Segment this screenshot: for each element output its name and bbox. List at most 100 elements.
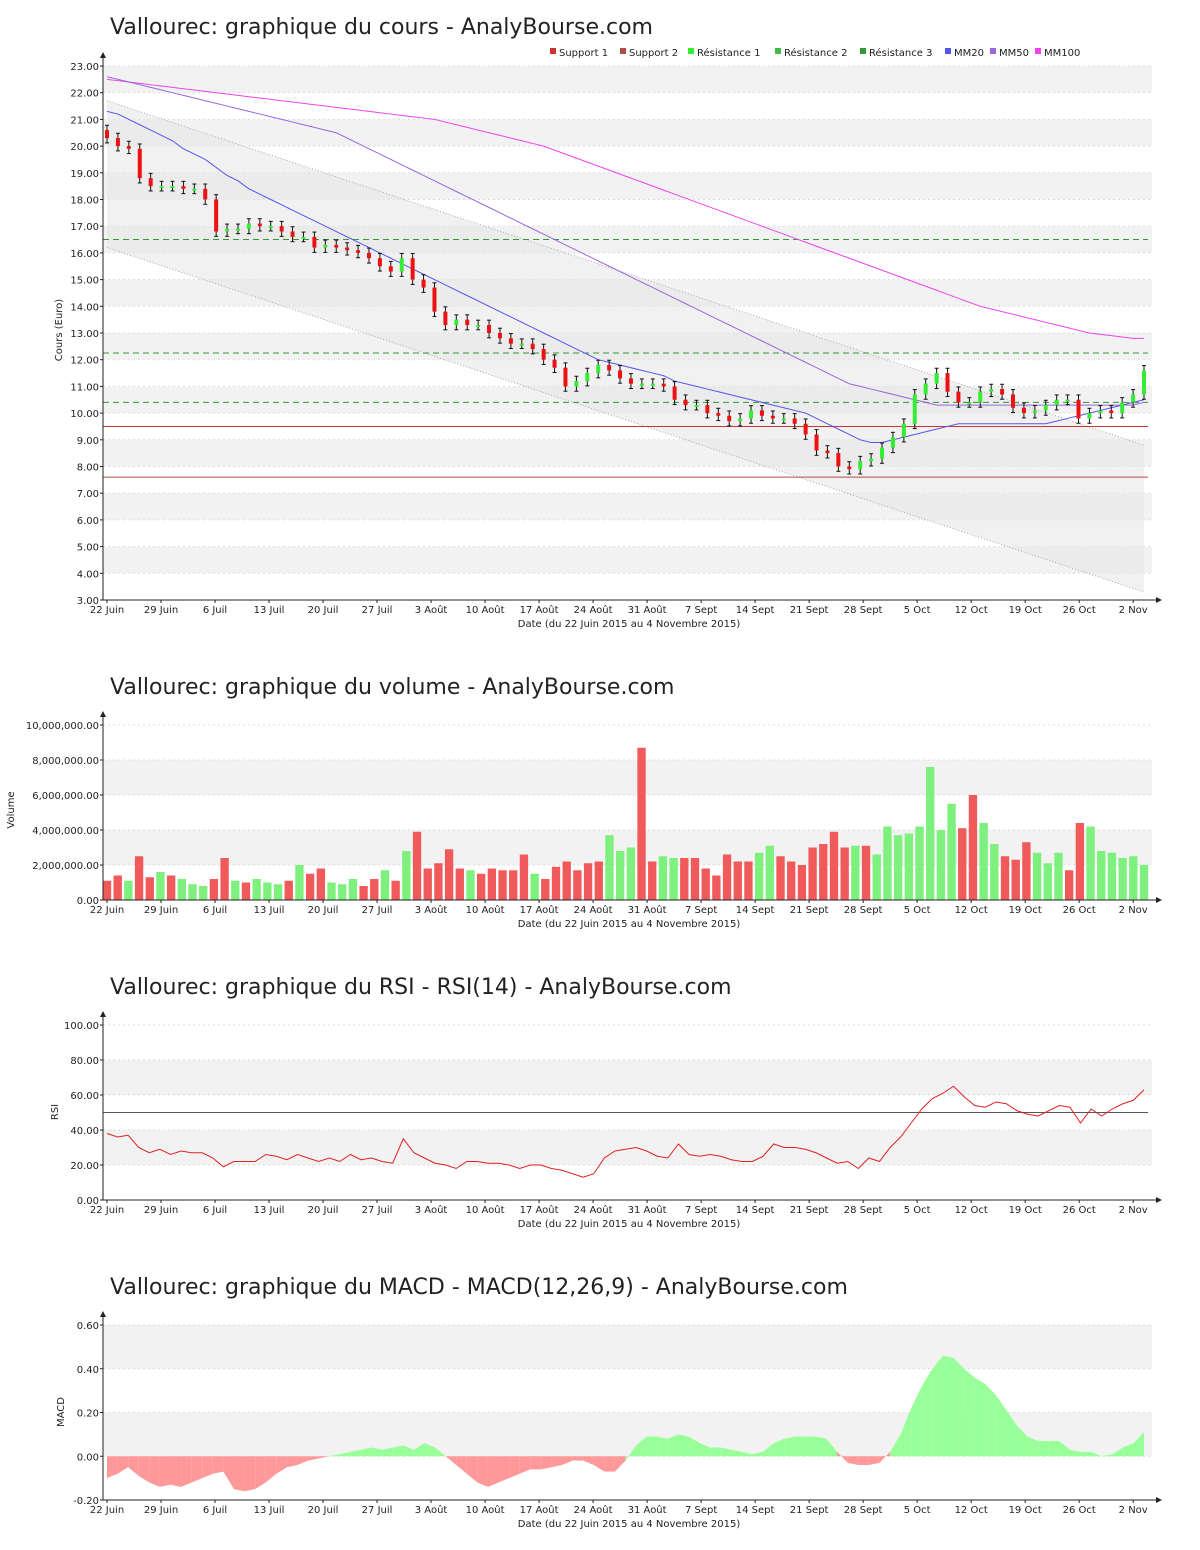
price-candle-body <box>803 423 808 435</box>
volume-bar <box>327 882 336 900</box>
volume-bar <box>797 865 807 900</box>
volume-bar <box>551 866 561 900</box>
macd-segment <box>1101 1454 1113 1457</box>
price-candle-body <box>541 349 546 360</box>
volume-bar <box>819 844 828 900</box>
legend-label: MM100 <box>1044 48 1080 59</box>
price-ytick-label: 21.00 <box>70 115 99 126</box>
macd-ylabel: MACD <box>56 1397 67 1427</box>
macd-segment <box>604 1456 615 1472</box>
macd-segment <box>159 1456 171 1487</box>
rsi-xtick-label: 24 Août <box>574 1204 613 1216</box>
macd-segment <box>1059 1440 1070 1457</box>
price-candle-body <box>628 378 633 384</box>
price-ytick-label: 9.00 <box>77 436 99 447</box>
macd-segment <box>107 1456 118 1479</box>
macd-segment <box>202 1456 213 1479</box>
price-candle-body <box>661 383 666 387</box>
price-xlabel: Date (du 22 Juin 2015 au 4 Novembre 2015… <box>518 619 741 630</box>
macd-ytick-label: 0.20 <box>77 1409 99 1420</box>
macd-segment <box>424 1443 436 1457</box>
macd-segment <box>773 1438 785 1457</box>
price-candle-body <box>1032 410 1037 414</box>
rsi-axes: 0.00 20.00 40.00 60.00 80.00 100.00 22 Juin 29 … <box>64 1011 1162 1216</box>
price-xtick-label: 2 Nov <box>1119 605 1148 616</box>
volume-xtick-label: 29 Juin <box>144 905 178 916</box>
volume-bar <box>455 868 464 900</box>
macd-segment <box>371 1447 383 1457</box>
rsi-xtick-label: 6 Juil <box>203 1205 227 1216</box>
volume-bar <box>519 854 529 900</box>
price-candle-body <box>410 258 415 280</box>
macd-segment <box>403 1445 414 1457</box>
macd-segment <box>784 1436 795 1457</box>
macd-segment <box>879 1451 891 1463</box>
price-candle-body <box>399 258 404 272</box>
macd-segment <box>191 1456 203 1483</box>
price-candle-body <box>781 418 786 421</box>
macd-segment <box>360 1447 372 1457</box>
price-mm50-line <box>106 76 1145 406</box>
volume-bar <box>199 886 208 900</box>
price-candle-body <box>683 399 688 406</box>
volume-xtick-label: 14 Sept <box>736 905 775 916</box>
price-xtick-label: 3 Août <box>415 604 448 616</box>
price-candle-body <box>596 365 601 374</box>
price-ytick-label: 13.00 <box>70 329 99 340</box>
volume-bar <box>712 875 721 900</box>
macd-segment <box>329 1454 340 1457</box>
macd-segment <box>688 1436 700 1457</box>
legend-swatch <box>945 48 951 54</box>
volume-bar <box>477 873 486 900</box>
price-candle-body <box>945 373 950 392</box>
volume-xtick-label: 13 Juil <box>254 905 285 916</box>
legend-label: Résistance 1 <box>697 47 760 59</box>
price-legend: Support 1 Support 2 Résistance 1 Résistance… <box>550 47 1080 59</box>
rsi-grid-bands <box>103 1024 1152 1201</box>
price-candle-body <box>770 415 775 419</box>
macd-segment <box>181 1456 192 1487</box>
rsi-xtick-label: 2 Nov <box>1119 1205 1148 1216</box>
macd-segment <box>1133 1432 1144 1457</box>
price-candle-body <box>814 434 819 451</box>
macd-area <box>107 1355 1144 1492</box>
macd-xtick-label: 24 Août <box>574 1504 613 1516</box>
price-ytick-label: 19.00 <box>70 169 99 180</box>
rsi-line <box>106 1085 1145 1178</box>
price-candle-body <box>749 410 754 419</box>
price-xtick-label: 12 Oct <box>955 605 988 616</box>
price-candle-body <box>225 228 230 232</box>
volume-xtick-label: 19 Oct <box>1009 905 1042 916</box>
price-candle-body <box>978 391 983 403</box>
macd-segment <box>466 1456 478 1483</box>
volume-bar <box>926 767 935 900</box>
macd-xtick-label: 29 Juin <box>144 1505 178 1516</box>
volume-bar <box>263 882 272 900</box>
price-ytick-label: 14.00 <box>70 302 99 313</box>
volume-bar <box>573 870 582 900</box>
price-candle-body <box>759 410 764 416</box>
macd-xtick-label: 26 Oct <box>1063 1505 1096 1516</box>
volume-band <box>103 760 1152 795</box>
macd-segment <box>149 1456 160 1487</box>
volume-axes: 0.00 2,000,000.00 4,000,000.00 6,000,000.00… <box>26 711 1162 916</box>
volume-bar <box>658 856 668 900</box>
volume-xtick-label: 12 Oct <box>955 905 988 916</box>
volume-xtick-label: 20 Juil <box>308 905 339 916</box>
price-candle-body <box>105 130 109 139</box>
macd-ytick-label: -0.20 <box>73 1496 99 1507</box>
price-candle-body <box>279 226 284 232</box>
macd-xtick-label: 6 Juil <box>203 1505 227 1516</box>
volume-bar <box>402 851 411 900</box>
rsi-ytick-label: 0.00 <box>77 1196 99 1207</box>
price-candle-body <box>1120 402 1125 414</box>
macd-segment <box>646 1436 658 1457</box>
macd-xtick-label: 31 Août <box>628 1504 667 1516</box>
volume-xtick-label: 2 Nov <box>1119 905 1148 916</box>
volume-bar <box>947 803 956 900</box>
macd-xtick-label: 28 Sept <box>844 1505 883 1516</box>
macd-segment <box>265 1456 277 1483</box>
price-candle-body <box>137 148 142 179</box>
volume-bar <box>1139 865 1149 900</box>
volume-bar <box>840 847 849 900</box>
